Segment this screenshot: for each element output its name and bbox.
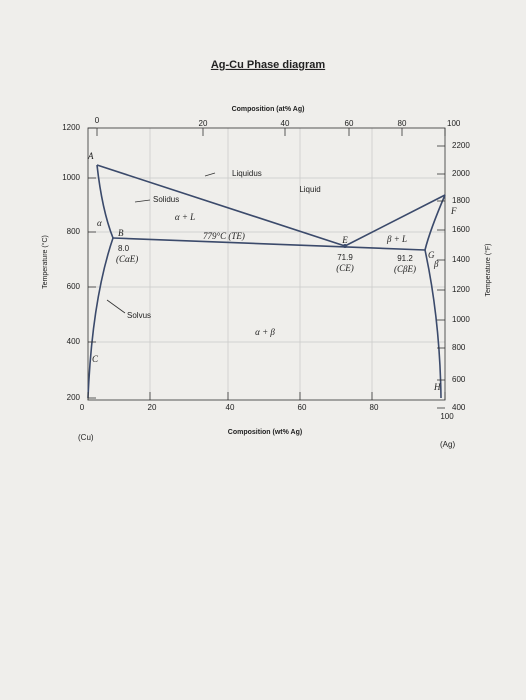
point-label: E	[341, 235, 348, 245]
right-tick-label: 1800	[452, 196, 470, 205]
point-label: B	[118, 228, 124, 238]
annotation: 779°C (TE)	[203, 231, 245, 241]
bottom-axis-label: Composition (wt% Ag)	[228, 429, 302, 436]
axis-end-label: (Ag)	[440, 440, 455, 449]
region-label: β + L	[386, 234, 407, 244]
title: Ag-Cu Phase diagram	[211, 59, 326, 71]
bottom-tick-label: 0	[80, 403, 85, 412]
left-axis-label: Temperature (°C)	[41, 235, 49, 289]
left-tick-label: 400	[67, 337, 81, 346]
left-tick-label: 200	[67, 393, 81, 402]
axis-end-label: (Cu)	[78, 433, 94, 442]
left-tick-label: 600	[67, 282, 81, 291]
grid	[87, 127, 446, 401]
point-label: G	[428, 250, 435, 260]
left-tick-label: 800	[67, 227, 81, 236]
bottom-tick-label: 80	[370, 403, 379, 412]
region-label: α + L	[175, 212, 195, 222]
bottom-tick-label: 20	[148, 403, 157, 412]
point-label: H	[433, 382, 441, 392]
annotation: (CE)	[336, 263, 354, 273]
region-label: Liquidus	[232, 169, 262, 178]
bottom-tick-label: 40	[226, 403, 235, 412]
right-tick-label: 1600	[452, 225, 470, 234]
right-tick-label: 600	[452, 375, 466, 384]
top-tick-label: 100	[447, 119, 461, 128]
right-axis-label: Temperature (°F)	[484, 244, 492, 297]
top-tick-label: 20	[199, 119, 208, 128]
right-tick-label: 400	[452, 403, 466, 412]
annotation: 8.0	[118, 244, 130, 253]
bottom-tick-label: 100	[440, 412, 454, 421]
left-tick-label: 1200	[62, 123, 80, 132]
top-tick-label: 40	[281, 119, 290, 128]
annotation: 91.2	[397, 254, 413, 263]
right-tick-label: 2200	[452, 141, 470, 150]
point-label: C	[92, 354, 99, 364]
right-tick-label: 2000	[452, 169, 470, 178]
bottom-tick-label: 60	[298, 403, 307, 412]
right-tick-label: 1000	[452, 315, 470, 324]
annotation: (CβE)	[394, 264, 416, 274]
right-tick-label: 1200	[452, 285, 470, 294]
right-tick-label: 1400	[452, 255, 470, 264]
top-tick-label: 60	[345, 119, 354, 128]
region-label: α	[97, 218, 102, 228]
region-label: Solidus	[153, 195, 179, 204]
region-label: α + β	[255, 327, 275, 337]
region-label: Solvus	[127, 311, 151, 320]
left-tick-label: 1000	[62, 173, 80, 182]
right-tick-label: 800	[452, 343, 466, 352]
ticks: 0 20 40 60 80 1000 20 40 60 801001200100080060040…	[62, 116, 470, 421]
annotation: 71.9	[337, 253, 353, 262]
region-label: β	[433, 259, 439, 269]
top-tick-label: 80	[398, 119, 407, 128]
point-label: F	[450, 206, 457, 216]
top-tick-label: 0	[95, 116, 100, 125]
region-label: Liquid	[299, 185, 320, 194]
point-label: A	[87, 151, 94, 161]
annotation: (CαE)	[116, 254, 138, 264]
top-axis-label: Composition (at% Ag)	[232, 106, 305, 113]
